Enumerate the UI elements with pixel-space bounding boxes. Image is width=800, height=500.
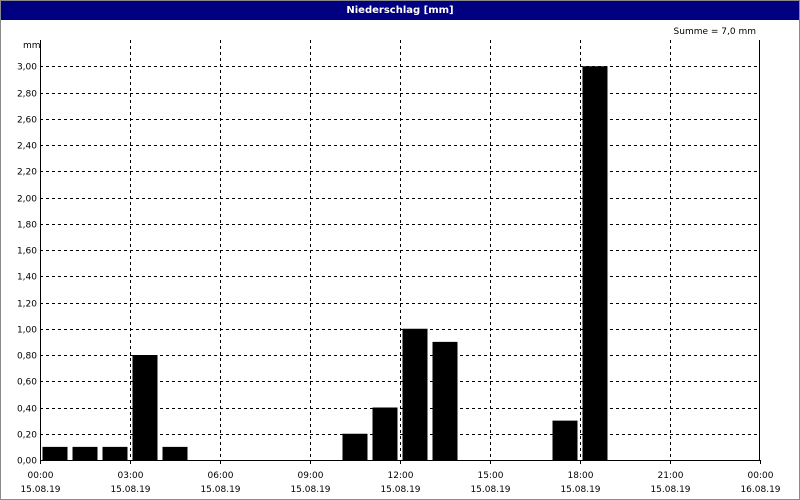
y-tick-label: 0,40 xyxy=(17,405,37,415)
y-axis-label: mm xyxy=(23,41,41,51)
x-tick-time-label: 00:00 xyxy=(748,471,774,481)
x-tick-date-label: 16.08.19 xyxy=(740,485,780,495)
y-tick-label: 0,20 xyxy=(17,431,37,441)
bar xyxy=(552,420,578,460)
y-tick-label: 1,60 xyxy=(17,247,37,257)
x-tick-date-label: 15.08.19 xyxy=(650,485,690,495)
x-tick-time-label: 21:00 xyxy=(658,471,684,481)
y-tick-label: 1,00 xyxy=(17,326,37,336)
bar xyxy=(342,433,368,460)
chart-title: Niederschlag [mm] xyxy=(1,1,799,20)
bar xyxy=(162,446,188,460)
bar xyxy=(132,355,158,460)
y-tick-label: 1,40 xyxy=(17,273,37,283)
y-tick-label: 2,00 xyxy=(17,195,37,205)
y-tick-label: 0,60 xyxy=(17,378,37,388)
bar xyxy=(402,328,428,460)
y-tick-label: 0,00 xyxy=(17,457,37,467)
axes xyxy=(40,40,761,464)
x-tick-date-label: 15.08.19 xyxy=(380,485,420,495)
x-tick-time-label: 09:00 xyxy=(298,471,324,481)
y-tick-label: 2,60 xyxy=(17,116,37,126)
y-tick-label: 0,80 xyxy=(17,352,37,362)
bars xyxy=(42,66,608,460)
y-tick-label: 2,20 xyxy=(17,168,37,178)
sum-annotation: Summe = 7,0 mm xyxy=(674,27,756,37)
x-tick-date-label: 15.08.19 xyxy=(290,485,330,495)
bar xyxy=(372,407,398,460)
x-tick-date-label: 15.08.19 xyxy=(560,485,600,495)
bar xyxy=(432,341,458,460)
bar xyxy=(582,66,608,460)
x-tick-time-label: 00:00 xyxy=(28,471,54,481)
y-tick-label: 1,20 xyxy=(17,300,37,310)
x-tick-date-label: 15.08.19 xyxy=(200,485,240,495)
x-tick-date-label: 15.08.19 xyxy=(470,485,510,495)
x-tick-time-label: 06:00 xyxy=(208,471,234,481)
y-tick-label: 2,40 xyxy=(17,142,37,152)
bar xyxy=(72,446,98,460)
y-tick-label: 3,00 xyxy=(17,63,37,73)
x-tick-time-label: 12:00 xyxy=(388,471,414,481)
x-tick-time-label: 15:00 xyxy=(478,471,504,481)
tick-labels: 0,00 0,20 0,40 0,60 0,80 1,00 1,20 1,40 1,60 1,80… xyxy=(17,63,781,496)
bar xyxy=(42,446,68,460)
bar xyxy=(102,446,128,460)
y-tick-label: 1,80 xyxy=(17,221,37,231)
x-tick-time-label: 18:00 xyxy=(568,471,594,481)
y-tick-label: 2,80 xyxy=(17,90,37,100)
x-tick-date-label: 15.08.19 xyxy=(20,485,60,495)
x-tick-time-label: 03:00 xyxy=(118,471,144,481)
grid xyxy=(40,40,760,460)
x-tick-date-label: 15.08.19 xyxy=(110,485,150,495)
